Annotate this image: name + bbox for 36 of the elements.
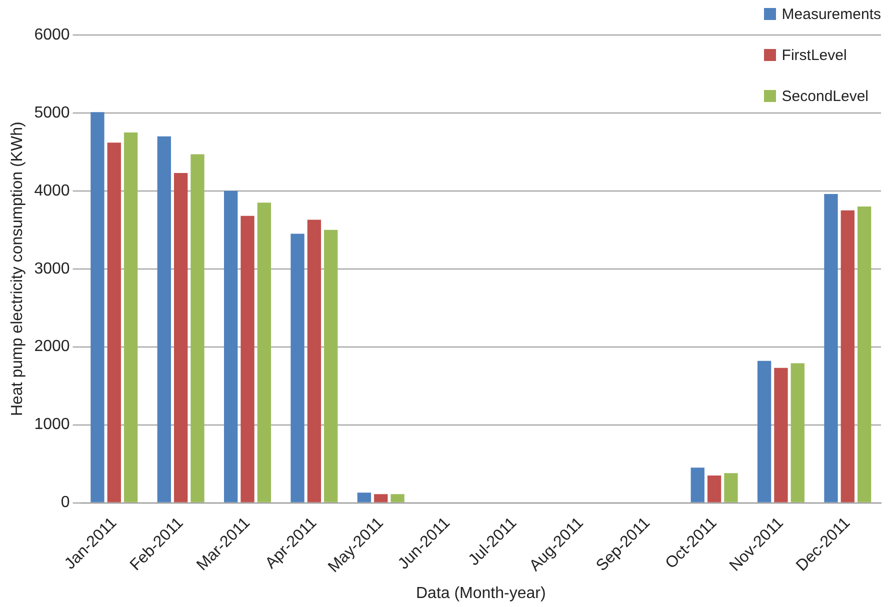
y-tick-label: 0 [60, 494, 70, 512]
bar [374, 494, 388, 502]
y-axis-title: Heat pump electricity consumption (KWh) [9, 122, 26, 416]
y-tick-label: 1000 [34, 416, 70, 434]
bar [240, 216, 254, 502]
bar [90, 112, 104, 502]
legend-label: FirstLevel [782, 46, 847, 64]
bar [324, 230, 338, 502]
bar [724, 473, 738, 502]
bar [307, 220, 322, 502]
bar [690, 468, 704, 502]
y-tick-label: 3000 [34, 260, 70, 278]
bar [124, 132, 138, 502]
bar [290, 234, 304, 502]
bar [357, 492, 372, 502]
x-axis-title: Data (Month-year) [416, 584, 546, 602]
bar [157, 136, 171, 502]
bar [857, 206, 872, 502]
bar [190, 154, 204, 502]
legend-label: SecondLevel [782, 88, 869, 104]
bar [224, 190, 238, 502]
y-tick-label: 5000 [34, 104, 70, 122]
bar [824, 194, 838, 502]
bar [257, 202, 272, 502]
y-tick-label: 2000 [34, 338, 70, 356]
legend-label: Measurements [782, 6, 881, 22]
bar [107, 142, 121, 502]
bar [774, 368, 788, 502]
bar [757, 360, 772, 502]
y-tick-label: 6000 [34, 26, 70, 44]
bar [707, 475, 722, 502]
bar [790, 363, 804, 502]
bar [174, 172, 188, 502]
y-tick-label: 4000 [34, 182, 70, 200]
bar [390, 494, 404, 502]
bar [840, 210, 854, 502]
